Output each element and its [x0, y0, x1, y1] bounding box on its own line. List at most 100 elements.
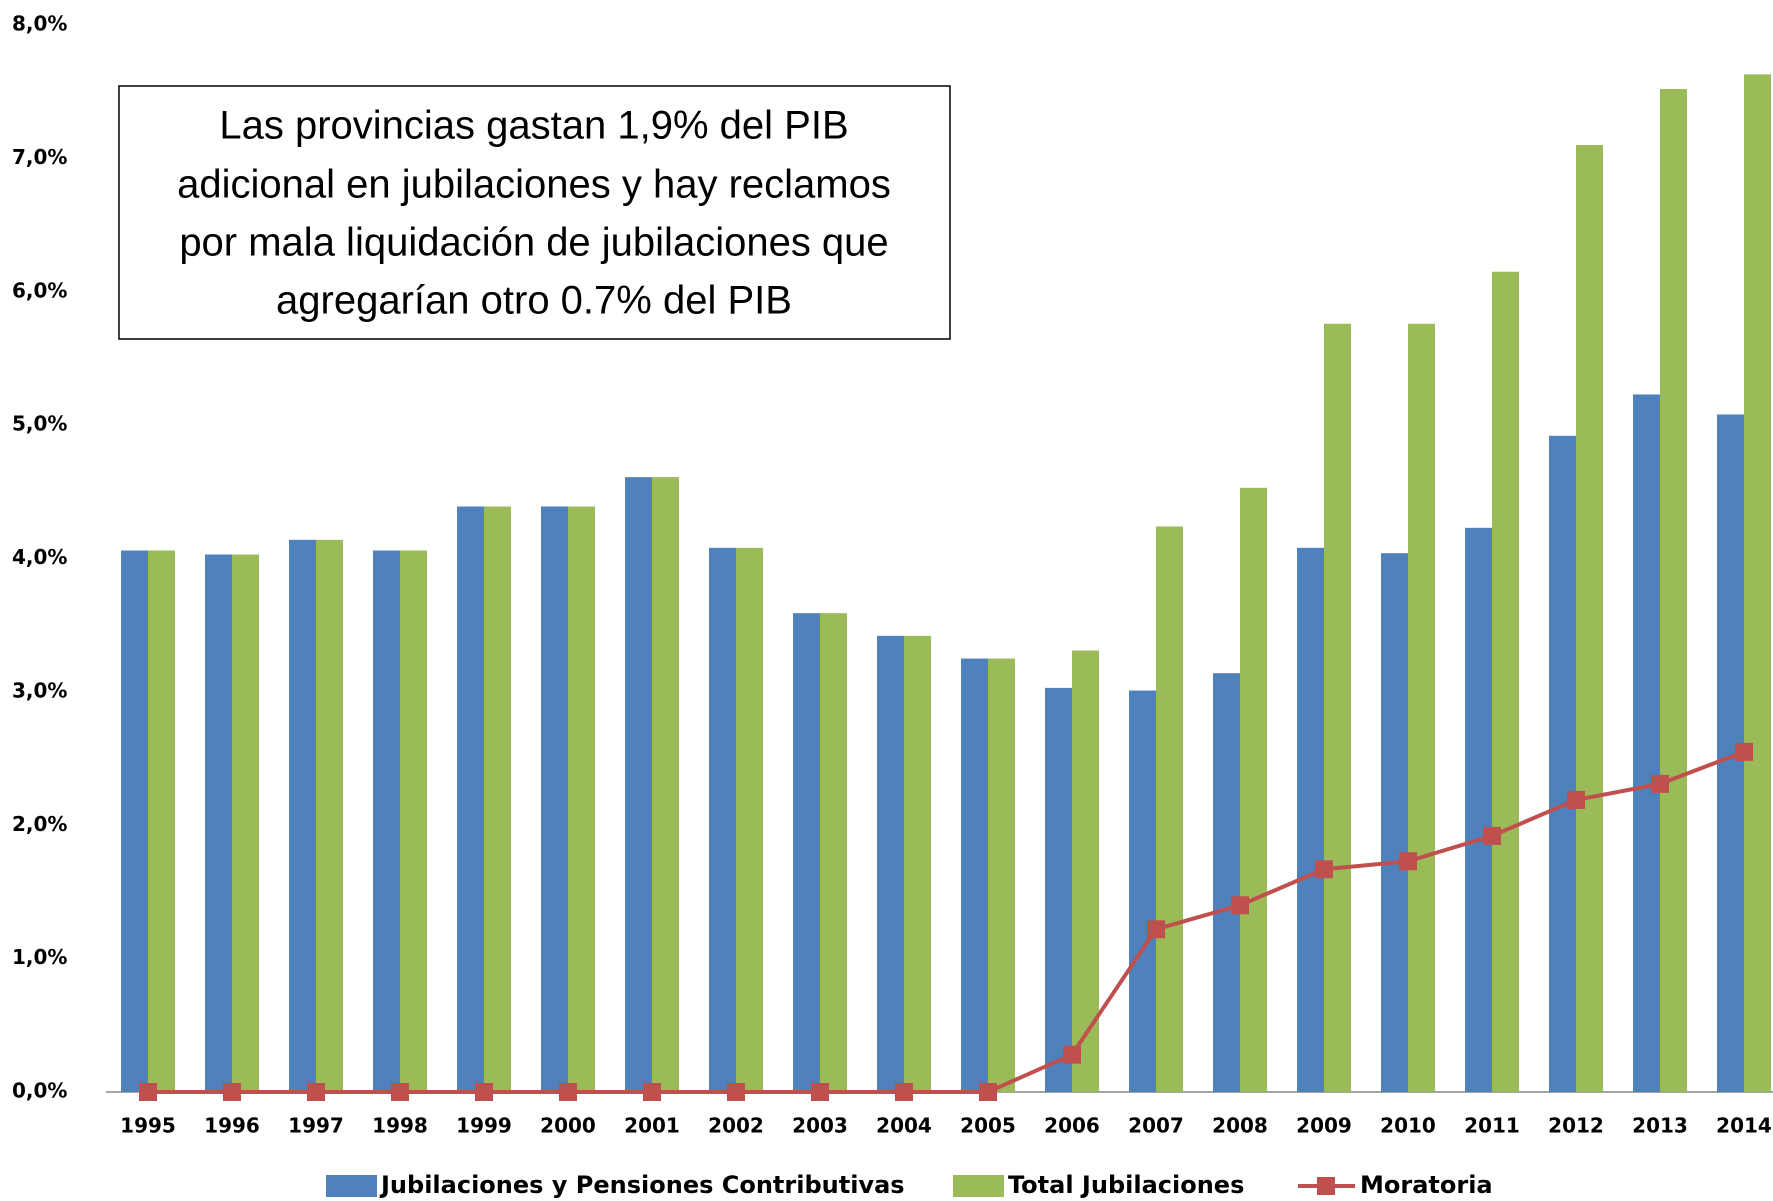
- marker: [1231, 896, 1249, 915]
- x-tick-label: 2005: [960, 1114, 1016, 1138]
- legend-swatch: [326, 1175, 377, 1197]
- marker: [1147, 920, 1165, 939]
- marker: [727, 1083, 745, 1101]
- bar: [1633, 394, 1660, 1093]
- legend-swatch: [1317, 1177, 1335, 1195]
- marker: [1735, 742, 1753, 761]
- y-tick-label: 7,0%: [12, 145, 67, 169]
- annotation-box: [118, 85, 951, 340]
- bar: [904, 635, 931, 1092]
- marker: [307, 1083, 325, 1101]
- y-tick-label: 2,0%: [12, 812, 67, 836]
- y-tick-label: 5,0%: [12, 412, 67, 436]
- line: [148, 750, 1745, 1094]
- marker: [1063, 1045, 1081, 1064]
- x-tick-label: 1999: [456, 1114, 512, 1138]
- bar: [568, 506, 595, 1092]
- marker: [1651, 774, 1669, 793]
- marker: [895, 1083, 913, 1101]
- bar: [373, 550, 400, 1092]
- bar: [484, 506, 511, 1092]
- bar: [232, 554, 259, 1092]
- y-tick-label: 4,0%: [12, 545, 67, 569]
- y-tick-label: 6,0%: [12, 278, 67, 302]
- bar: [1297, 547, 1324, 1092]
- bar: [1465, 527, 1492, 1092]
- marker: [475, 1083, 493, 1101]
- legend-swatch: [953, 1175, 1004, 1197]
- y-tick-label: 0,0%: [12, 1079, 67, 1103]
- marker: [1483, 826, 1501, 845]
- bar: [652, 477, 679, 1092]
- y-tick-label: 3,0%: [12, 678, 67, 702]
- bar: [1240, 487, 1267, 1092]
- bar: [736, 547, 763, 1092]
- marker: [391, 1083, 409, 1101]
- x-tick-label: 2009: [1296, 1114, 1352, 1138]
- x-tick-label: 2008: [1212, 1114, 1268, 1138]
- bar: [1156, 526, 1183, 1092]
- bar: [1660, 89, 1687, 1092]
- bar: [1744, 74, 1771, 1092]
- marker: [643, 1083, 661, 1101]
- annotation: adicional en jubilaciones y hay reclamos: [177, 163, 891, 207]
- bar: [1324, 323, 1351, 1092]
- x-tick-label: 1998: [372, 1114, 428, 1138]
- marker: [1399, 852, 1417, 871]
- bar: [709, 547, 736, 1092]
- x-tick-label: 2011: [1464, 1114, 1520, 1138]
- x-tick-label: 2014: [1716, 1114, 1772, 1138]
- bar: [988, 658, 1015, 1092]
- bar: [1381, 553, 1408, 1092]
- bar: [1129, 690, 1156, 1092]
- x-tick-label: 2001: [624, 1114, 680, 1138]
- bar: [793, 613, 820, 1092]
- annotation: por mala liquidación de jubilaciones que: [179, 221, 888, 265]
- x-tick-label: 2006: [1044, 1114, 1100, 1138]
- x-tick-label: 2004: [876, 1114, 932, 1138]
- bar: [877, 635, 904, 1092]
- x-tick-label: 1996: [204, 1114, 260, 1138]
- x-tick-label: 2000: [540, 1114, 596, 1138]
- x-tick-label: 1995: [120, 1114, 176, 1138]
- bar: [148, 550, 175, 1092]
- legend-label: Moratoria: [1360, 1171, 1493, 1199]
- bar: [121, 550, 148, 1092]
- y-tick-label: 8,0%: [12, 12, 67, 36]
- bar: [1213, 673, 1240, 1092]
- marker: [139, 1083, 157, 1101]
- y-tick-label: 1,0%: [12, 945, 67, 969]
- bar: [457, 506, 484, 1092]
- bar: [541, 506, 568, 1092]
- x-tick-label: 2012: [1548, 1114, 1604, 1138]
- bar: [1408, 323, 1435, 1092]
- x-tick-label: 2010: [1380, 1114, 1436, 1138]
- marker: [811, 1083, 829, 1101]
- marker: [979, 1083, 997, 1101]
- bar: [205, 554, 232, 1092]
- x-tick-label: 2002: [708, 1114, 764, 1138]
- legend-label: Total Jubilaciones: [1008, 1171, 1244, 1199]
- marker: [223, 1083, 241, 1101]
- bar: [316, 539, 343, 1092]
- x-tick-label: 1997: [288, 1114, 344, 1138]
- x-tick-label: 2013: [1632, 1114, 1688, 1138]
- marker: [1567, 790, 1585, 809]
- bar: [289, 539, 316, 1092]
- x-tick-label: 2007: [1128, 1114, 1184, 1138]
- marker: [559, 1083, 577, 1101]
- annotation: agregarían otro 0.7% del PIB: [276, 279, 792, 323]
- bar: [1045, 687, 1072, 1092]
- bar: [820, 613, 847, 1092]
- bar: [625, 477, 652, 1092]
- bar: [1576, 145, 1603, 1093]
- bar: [1549, 435, 1576, 1092]
- annotation: Las provincias gastan 1,9% del PIB: [219, 104, 848, 148]
- marker: [1315, 860, 1333, 879]
- legend-label: Jubilaciones y Pensiones Contributivas: [379, 1171, 905, 1199]
- x-tick-label: 2003: [792, 1114, 848, 1138]
- bar: [400, 550, 427, 1092]
- bar: [1072, 650, 1099, 1092]
- bar: [961, 658, 988, 1092]
